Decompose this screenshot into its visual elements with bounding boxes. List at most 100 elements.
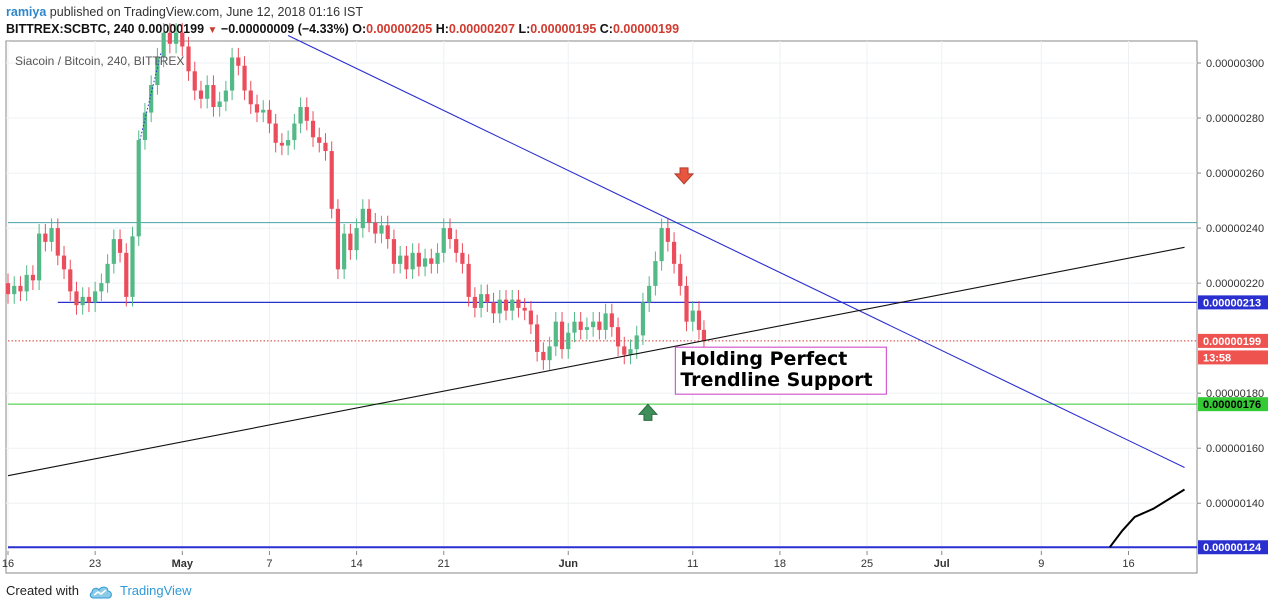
high-label: H:	[435, 22, 449, 36]
candle-body	[155, 57, 160, 86]
candle-body	[298, 107, 303, 124]
candle-body	[696, 310, 702, 330]
open-label: O:	[352, 22, 367, 36]
plot-border	[5, 40, 1198, 574]
candle-body	[230, 57, 235, 91]
price-badge-label: 0.00000199	[1203, 336, 1261, 348]
candle-body	[366, 208, 372, 223]
published-text: published on TradingView.com, June 12, 2…	[49, 5, 363, 19]
candle-body	[242, 65, 247, 91]
candle-body	[422, 258, 428, 267]
candle-body	[61, 255, 67, 270]
candle-body	[559, 321, 565, 350]
price-badge-label: 13:58	[1203, 352, 1231, 364]
x-tick-label: 16	[1122, 558, 1134, 570]
candle-body	[37, 233, 42, 281]
candle-body	[117, 239, 123, 253]
candle-body	[74, 291, 79, 306]
price-badge	[1198, 295, 1268, 310]
candle-body	[105, 263, 110, 284]
candle-body	[18, 285, 23, 292]
candle-body	[634, 335, 639, 350]
axes-layer: 0.00000300 0.00000280 0.00000260 0.00000240…	[2, 58, 1264, 570]
tradingview-brand[interactable]: TradingView	[120, 583, 192, 598]
candle-body	[479, 294, 484, 308]
candle-body	[665, 228, 670, 242]
candle-body	[410, 252, 415, 270]
candle-body	[198, 90, 204, 99]
candle-body	[43, 233, 48, 242]
price-badge-label: 0.00000124	[1203, 542, 1262, 554]
candle-body	[223, 90, 228, 102]
candle-body	[180, 32, 185, 47]
candle-body	[86, 296, 92, 303]
candle-body	[5, 283, 11, 295]
candle-body	[99, 283, 104, 292]
candle-body	[161, 32, 166, 58]
author-link[interactable]: ramiya	[6, 5, 47, 19]
candle-body	[360, 208, 365, 229]
x-tick-label: 14	[350, 558, 362, 570]
candle-body	[167, 32, 172, 44]
overlay-layer: Siacoin / Bitcoin, 240, BITTREX Holding P…	[15, 54, 1268, 555]
candle-body	[136, 140, 141, 237]
candle-body	[273, 123, 278, 143]
candle-body	[609, 313, 614, 328]
x-tick-label: 25	[861, 558, 873, 570]
down-triangle-icon: ▼	[207, 25, 218, 36]
candle-body	[373, 222, 378, 234]
candle-body	[684, 285, 689, 322]
price-badge	[1198, 540, 1268, 555]
candle-body	[647, 285, 652, 303]
x-tick-label: 9	[1038, 558, 1044, 570]
candle-body	[12, 285, 17, 295]
candle-body	[142, 112, 148, 141]
x-tick-label: 11	[687, 558, 698, 570]
candle-body	[622, 346, 627, 355]
candle-body	[454, 239, 459, 253]
candle-body	[304, 107, 309, 121]
low-label: L:	[518, 22, 531, 36]
annotation-line-2: Trendline Support	[680, 369, 872, 391]
annotation-line-1: Holding Perfect	[680, 348, 847, 370]
created-with-text: Created with	[6, 583, 79, 598]
candle-body	[566, 332, 571, 350]
price-badge	[1198, 350, 1268, 365]
low-value: 0.00000195	[530, 22, 597, 36]
candle-body	[591, 321, 596, 328]
candle-body	[205, 85, 210, 99]
candle-body	[404, 255, 409, 270]
candle-body	[173, 32, 179, 44]
candles-layer	[5, 23, 707, 370]
candle-body	[124, 252, 129, 297]
change-value: −0.00000009 (−4.33%)	[220, 22, 349, 36]
candle-body	[572, 321, 577, 333]
footer: Created with TradingView	[6, 583, 192, 599]
candle-body	[603, 313, 608, 330]
x-tick-label: Jul	[934, 558, 950, 570]
candle-body	[429, 258, 434, 264]
candle-body	[597, 321, 602, 330]
trendlines-layer	[7, 35, 1186, 548]
chart-title: Siacoin / Bitcoin, 240, BITTREX	[15, 54, 184, 68]
candle-body	[553, 321, 558, 347]
candle-body	[310, 120, 316, 138]
y-tick-label: 0.00000300	[1206, 58, 1264, 70]
price-badge	[1198, 333, 1268, 348]
candle-body	[516, 299, 521, 308]
x-tick-label: Jun	[558, 558, 578, 570]
publish-line: ramiya published on TradingView.com, Jun…	[6, 5, 363, 19]
buy-arrow-icon	[637, 403, 659, 421]
candle-body	[659, 228, 664, 262]
candle-body	[192, 71, 197, 91]
candle-body	[323, 142, 328, 152]
candle-body	[385, 225, 390, 240]
candle-body	[503, 299, 509, 311]
candle-body	[329, 151, 334, 209]
candle-body	[68, 269, 73, 292]
candle-body	[254, 104, 260, 113]
x-tick-label: May	[172, 558, 194, 570]
y-tick-label: 0.00000260	[1206, 168, 1264, 180]
candle-body	[49, 228, 54, 242]
